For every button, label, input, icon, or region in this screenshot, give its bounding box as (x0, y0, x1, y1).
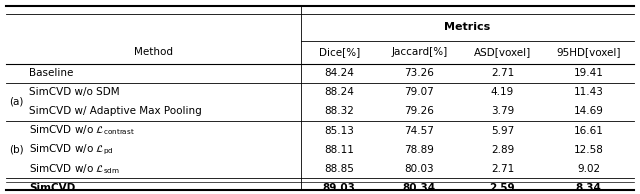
Text: 89.03: 89.03 (323, 183, 356, 193)
Text: 84.24: 84.24 (324, 68, 354, 78)
Text: 9.02: 9.02 (577, 164, 600, 174)
Text: SimCVD w/o $\mathcal{L}_{\mathrm{sdm}}$: SimCVD w/o $\mathcal{L}_{\mathrm{sdm}}$ (29, 162, 120, 176)
Text: 19.41: 19.41 (574, 68, 604, 78)
Text: 5.97: 5.97 (491, 126, 514, 136)
Text: 80.34: 80.34 (403, 183, 436, 193)
Text: SimCVD w/ Adaptive Max Pooling: SimCVD w/ Adaptive Max Pooling (29, 107, 202, 116)
Text: 79.07: 79.07 (404, 87, 434, 97)
Text: 2.71: 2.71 (491, 68, 514, 78)
Text: 3.79: 3.79 (491, 107, 514, 116)
Text: 4.19: 4.19 (491, 87, 514, 97)
Text: 95HD[voxel]: 95HD[voxel] (557, 47, 621, 57)
Text: ASD[voxel]: ASD[voxel] (474, 47, 531, 57)
Text: 2.71: 2.71 (491, 164, 514, 174)
Text: 88.32: 88.32 (324, 107, 354, 116)
Text: Dice[%]: Dice[%] (319, 47, 360, 57)
Text: 79.26: 79.26 (404, 107, 434, 116)
Text: Metrics: Metrics (444, 22, 490, 32)
Text: 85.13: 85.13 (324, 126, 354, 136)
Text: 74.57: 74.57 (404, 126, 434, 136)
Text: Baseline: Baseline (29, 68, 73, 78)
Text: 78.89: 78.89 (404, 145, 434, 155)
Text: SimCVD w/o $\mathcal{L}_{\mathrm{pd}}$: SimCVD w/o $\mathcal{L}_{\mathrm{pd}}$ (29, 142, 113, 157)
Text: 16.61: 16.61 (574, 126, 604, 136)
Text: 2.89: 2.89 (491, 145, 514, 155)
Text: Method: Method (134, 47, 173, 57)
Text: SimCVD: SimCVD (29, 183, 75, 193)
Text: (b): (b) (10, 145, 24, 155)
Text: 88.11: 88.11 (324, 145, 354, 155)
Text: 14.69: 14.69 (574, 107, 604, 116)
Text: 11.43: 11.43 (574, 87, 604, 97)
Text: Jaccard[%]: Jaccard[%] (391, 47, 447, 57)
Text: SimCVD w/o $\mathcal{L}_{\mathrm{contrast}}$: SimCVD w/o $\mathcal{L}_{\mathrm{contras… (29, 124, 134, 137)
Text: 12.58: 12.58 (574, 145, 604, 155)
Text: 80.03: 80.03 (404, 164, 434, 174)
Text: 88.85: 88.85 (324, 164, 354, 174)
Text: 73.26: 73.26 (404, 68, 434, 78)
Text: (a): (a) (10, 97, 24, 107)
Text: 88.24: 88.24 (324, 87, 354, 97)
Text: SimCVD w/o SDM: SimCVD w/o SDM (29, 87, 120, 97)
Text: 2.59: 2.59 (490, 183, 515, 193)
Text: 8.34: 8.34 (576, 183, 602, 193)
